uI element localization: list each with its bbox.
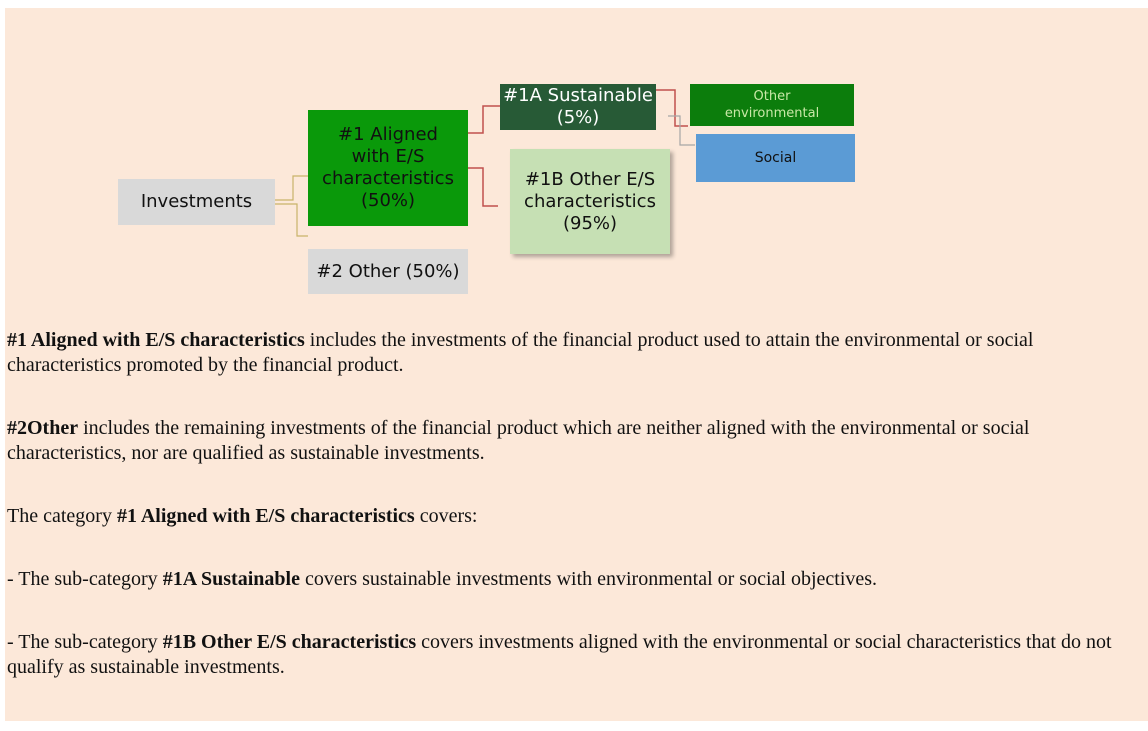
node-label: (95%) <box>562 212 618 234</box>
text: - The sub-category <box>7 568 163 590</box>
paragraph: - The sub-category #1A Sustainable cover… <box>7 567 1147 592</box>
bold-text: #2Other <box>7 417 79 439</box>
node-sustainable: #1A Sustainable (5%) <box>500 84 656 130</box>
bold-text: #1A Sustainable <box>162 568 300 590</box>
bold-text: #1 Aligned with E/S characteristics <box>116 505 415 527</box>
node-other: #2 Other (50%) <box>308 249 468 294</box>
node-label: #1B Other E/S <box>524 168 656 190</box>
node-other-env: Other environmental <box>690 84 854 126</box>
paragraph: #1 Aligned with E/S characteristics incl… <box>7 328 1147 378</box>
node-label: characteristics <box>524 190 656 212</box>
text: includes the investments of the financia… <box>7 329 1034 376</box>
node-aligned: #1 Aligned with E/S characteristics (50%) <box>308 110 468 226</box>
paragraph: - The sub-category #1B Other E/S charact… <box>7 630 1147 680</box>
text: covers sustainable investments with envi… <box>299 568 878 590</box>
connector <box>275 175 308 237</box>
text: - The sub-category <box>7 631 163 653</box>
node-label: with E/S <box>351 146 425 167</box>
node-social: Social <box>696 134 855 182</box>
node-label: #1A Sustainable <box>503 85 653 106</box>
text: The category <box>7 505 117 527</box>
node-label: environmental <box>724 106 820 121</box>
bold-text: #1 Aligned with E/S characteristics <box>7 329 305 351</box>
node-label: (5%) <box>556 107 600 128</box>
node-label: characteristics <box>322 168 454 189</box>
connector <box>668 115 695 146</box>
text: includes the remaining investments of th… <box>7 417 1030 464</box>
text: covers investments aligned with the envi… <box>7 631 1112 678</box>
connector <box>656 89 688 127</box>
paragraph: #2Other includes the remaining investmen… <box>7 416 1147 466</box>
node-investments: Investments <box>118 179 275 225</box>
node-label: Investments <box>140 191 253 212</box>
node-label: (50%) <box>360 190 416 211</box>
node-label: Social <box>754 150 797 166</box>
text: covers: <box>414 505 478 527</box>
connector <box>468 167 498 207</box>
paragraph: The category #1 Aligned with E/S charact… <box>7 504 1147 529</box>
connector <box>468 105 500 134</box>
node-other-es: #1B Other E/S characteristics (95%) <box>510 149 670 254</box>
bold-text: #1B Other E/S characteristics <box>162 631 417 653</box>
node-label: Other <box>753 89 791 104</box>
node-label: #2 Other (50%) <box>316 260 460 282</box>
node-label: #1 Aligned <box>338 124 438 145</box>
text-body: #1 Aligned with E/S characteristics incl… <box>7 328 1147 718</box>
connectors <box>275 89 695 237</box>
panel: Investments #1 Aligned with E/S characteri… <box>5 8 1148 721</box>
